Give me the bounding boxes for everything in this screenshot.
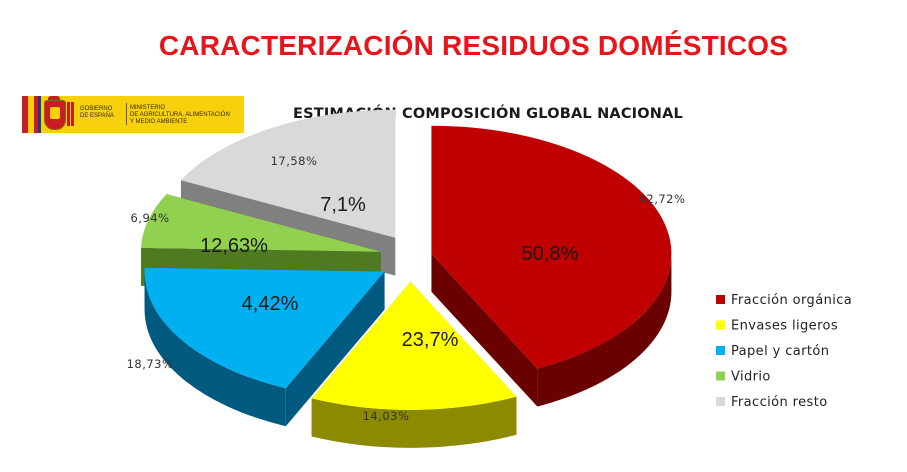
slice-outer-label: 42,72% xyxy=(639,192,686,206)
pie-slice-rim xyxy=(537,253,672,407)
slice-outer-label: 17,58% xyxy=(271,154,318,168)
pillar-icon xyxy=(71,102,74,126)
pie-slice-top xyxy=(144,267,385,389)
pie-slice-top xyxy=(180,109,396,238)
pie-slice-top xyxy=(431,125,672,369)
crown-icon xyxy=(48,96,60,101)
pie-slice-wall xyxy=(431,253,538,407)
page-title: CARACTERIZACIÓN RESIDUOS DOMÉSTICOS xyxy=(158,30,789,61)
legend-swatch xyxy=(716,295,725,304)
slice-inner-label: 50,8% xyxy=(522,243,579,265)
legend-item: Envases ligeros xyxy=(716,319,838,334)
flag-stripe xyxy=(38,96,41,133)
legend-swatch xyxy=(716,397,725,406)
slice-inner-label: 4,42% xyxy=(242,293,299,315)
pie-slice xyxy=(144,267,385,427)
legend-swatch xyxy=(716,320,725,330)
legend-label: Envases ligeros xyxy=(731,319,838,334)
pie-slice-rim xyxy=(144,271,286,427)
legend-swatch xyxy=(716,346,725,355)
pie-slice xyxy=(431,125,672,407)
flag-stripe xyxy=(22,96,28,133)
ministry-line: MINISTERIO xyxy=(130,105,166,111)
legend-swatch xyxy=(716,371,725,381)
legend-label: Fracción resto xyxy=(731,395,828,410)
government-line: GOBIERNO xyxy=(80,106,113,112)
legend-item: Vidrio xyxy=(716,370,771,385)
pie-slice xyxy=(311,281,517,448)
ministry-line: DE AGRICULTURA, ALIMENTACIÓN xyxy=(130,112,230,118)
slice-inner-label: 7,1% xyxy=(320,194,366,216)
pie-slice-wall xyxy=(285,271,385,427)
legend-label: Fracción orgánica xyxy=(731,293,852,308)
government-line: DE ESPAÑA xyxy=(80,113,114,119)
legend-item: Fracción resto xyxy=(716,395,828,410)
slice-outer-label: 18,73% xyxy=(127,357,174,371)
pie-slice-rim xyxy=(311,396,517,448)
ministry-line: Y MEDIO AMBIENTE xyxy=(130,119,188,125)
pie-slices xyxy=(141,109,672,448)
slice-inner-label: 23,7% xyxy=(402,329,459,351)
slice-outer-label: 6,94% xyxy=(130,211,169,225)
legend-item: Papel y cartón xyxy=(716,344,829,359)
flag-stripe xyxy=(34,96,38,133)
coat-of-arms-icon xyxy=(44,100,66,130)
government-logo: GOBIERNO DE ESPAÑA MINISTERIO DE AGRICUL… xyxy=(22,96,244,133)
pillar-icon xyxy=(67,102,70,126)
ministry-text: MINISTERIO DE AGRICULTURA, ALIMENTACIÓN … xyxy=(130,105,230,126)
flag-stripe xyxy=(28,96,34,133)
slice-inner-label: 12,63% xyxy=(200,235,268,257)
government-text: GOBIERNO DE ESPAÑA xyxy=(80,106,114,120)
pie-slice-top xyxy=(141,194,381,252)
legend-label: Papel y cartón xyxy=(731,344,829,359)
logo-divider xyxy=(126,103,127,125)
slice-outer-label: 14,03% xyxy=(363,409,410,423)
legend-label: Vidrio xyxy=(731,370,771,385)
chart-legend: Fracción orgánica Envases ligeros Papel y … xyxy=(716,293,852,410)
pie-labels: 42,72% 50,8% 14,03% 23,7% 18,73% 4,42% 6,94% 12… xyxy=(127,154,686,423)
legend-item: Fracción orgánica xyxy=(716,293,852,308)
pie-slice-top xyxy=(311,281,517,410)
